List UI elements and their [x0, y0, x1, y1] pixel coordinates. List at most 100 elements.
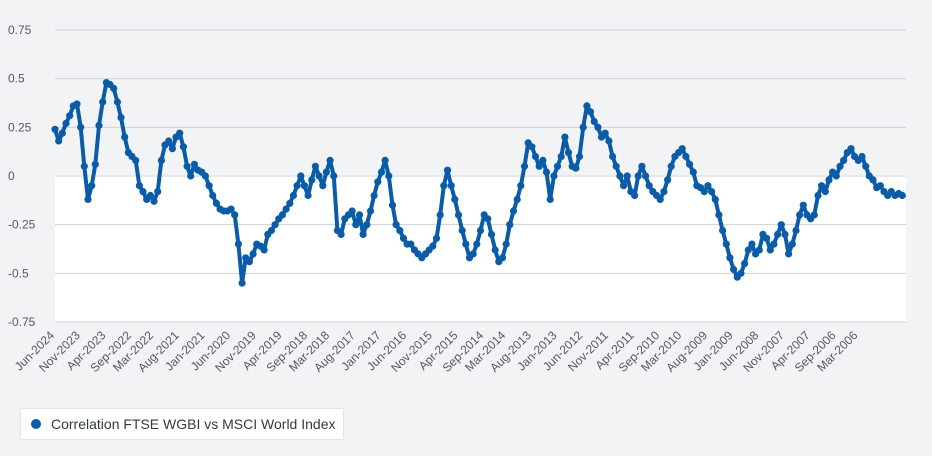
y-tick-label: -0.25	[8, 218, 36, 232]
data-point	[278, 211, 286, 219]
data-point	[436, 211, 444, 219]
data-point	[99, 98, 107, 106]
data-point	[755, 246, 763, 254]
data-point	[308, 176, 316, 184]
data-point	[799, 201, 807, 209]
data-point	[432, 234, 441, 242]
data-point	[862, 162, 870, 170]
data-point	[135, 182, 143, 190]
data-point	[792, 226, 800, 235]
data-point	[737, 269, 745, 277]
data-point	[678, 145, 686, 153]
data-point	[271, 221, 279, 229]
data-point	[399, 234, 408, 242]
data-point	[73, 100, 81, 108]
data-point	[642, 172, 650, 180]
y-tick-label: 0.5	[8, 72, 25, 86]
data-point	[370, 191, 378, 200]
data-point	[836, 162, 844, 170]
correlation-chart: 0.75 0.5 0.25 0 -0.25 -0.5 -0.75 Jun-2024Nov-2…	[8, 23, 906, 375]
data-point	[517, 182, 525, 190]
data-point	[634, 172, 642, 180]
data-point	[77, 123, 85, 131]
data-point	[535, 162, 543, 170]
data-point	[542, 168, 551, 176]
data-point	[388, 201, 397, 209]
data-point	[509, 207, 518, 215]
data-point	[84, 195, 92, 203]
data-point	[227, 205, 235, 213]
data-point	[796, 211, 804, 219]
data-point	[623, 172, 631, 180]
y-axis-ticks: 0.75 0.5 0.25 0 -0.25 -0.5 -0.75	[8, 23, 36, 329]
data-point	[601, 129, 609, 137]
data-point	[546, 195, 554, 203]
data-point	[730, 265, 738, 273]
data-point	[88, 182, 96, 190]
data-point	[62, 119, 70, 127]
data-point	[282, 205, 290, 213]
data-point	[708, 188, 716, 196]
data-point	[234, 240, 242, 248]
data-point	[473, 240, 481, 248]
data-point	[774, 230, 782, 238]
data-point	[469, 250, 477, 258]
data-point	[704, 182, 712, 190]
data-point	[645, 182, 653, 190]
data-point	[179, 143, 187, 151]
data-point	[209, 191, 217, 200]
data-point	[348, 207, 356, 215]
data-point	[491, 246, 499, 254]
data-point	[51, 125, 59, 133]
data-point	[564, 149, 573, 157]
data-point	[190, 160, 198, 168]
data-point	[586, 108, 595, 116]
data-point	[686, 160, 694, 168]
data-point	[821, 188, 829, 196]
data-point	[374, 178, 382, 186]
data-point	[146, 191, 154, 200]
y-tick-label: 0	[8, 169, 15, 183]
data-point	[212, 199, 220, 207]
data-point	[484, 215, 492, 223]
data-point	[726, 254, 734, 262]
data-point	[95, 121, 103, 129]
legend-label: Correlation FTSE WGBI vs MSCI World Inde…	[51, 416, 336, 432]
data-point	[711, 195, 719, 203]
data-point	[443, 166, 452, 174]
data-point	[165, 137, 173, 145]
data-point	[594, 123, 602, 131]
data-point	[557, 152, 565, 161]
data-point	[825, 176, 833, 184]
data-point	[513, 195, 521, 203]
data-point	[58, 129, 66, 137]
data-point	[80, 162, 88, 170]
data-point	[359, 230, 367, 238]
data-point	[498, 254, 507, 262]
data-point	[572, 164, 580, 172]
data-point	[91, 160, 99, 168]
data-point	[818, 182, 826, 190]
data-point	[506, 221, 514, 229]
data-point	[631, 191, 639, 200]
data-point	[322, 168, 330, 176]
data-point	[763, 234, 771, 242]
data-point	[528, 143, 536, 151]
data-point	[741, 260, 749, 268]
data-point	[777, 221, 785, 229]
data-point	[315, 172, 323, 180]
data-point	[579, 123, 587, 131]
data-point	[583, 102, 591, 110]
data-point	[781, 230, 789, 238]
data-point	[121, 133, 129, 141]
data-point	[300, 182, 308, 190]
data-point	[385, 172, 393, 180]
data-point	[840, 156, 848, 164]
data-point	[876, 182, 884, 190]
data-point	[620, 182, 628, 190]
data-point	[858, 152, 866, 161]
y-tick-label: 0.75	[8, 23, 32, 37]
data-point	[304, 191, 312, 200]
data-point	[788, 240, 796, 248]
data-point	[715, 211, 723, 219]
